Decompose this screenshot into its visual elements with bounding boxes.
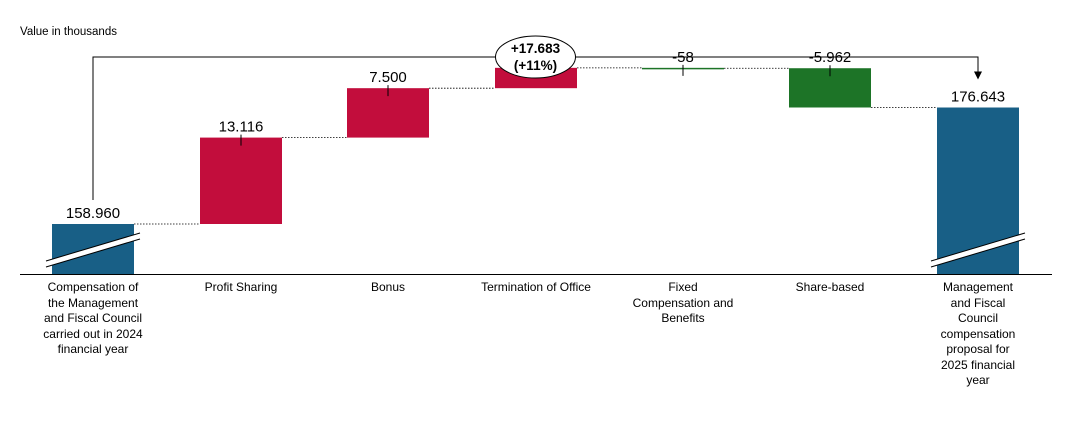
axis-break-gap [931,233,1025,267]
value-label: 13.116 [219,119,264,136]
bar-7 [937,107,1019,274]
category-label: Profit Sharing [204,280,278,294]
category-label: Management and Fiscal Council compensati… [940,280,1016,387]
category-label: Share-based [795,280,865,294]
category-label: Compensation of the Management and Fisca… [43,280,143,356]
delta-value: +17.683 [511,41,561,56]
delta-bubble [495,35,576,79]
axis-break-line [45,232,141,262]
category-label: Fixed Compensation and Benefits [632,280,734,325]
bar-3 [347,88,429,138]
category-label: Bonus [370,280,406,294]
axis-break-gap [46,233,140,267]
value-label: 176.643 [951,89,1005,106]
axis-break-line [930,232,1026,262]
bar-2 [200,137,282,224]
value-label: 7.500 [369,69,407,86]
delta-percent: (+11%) [514,58,557,73]
axis-break-line [45,238,141,268]
value-label: -5.962 [809,49,852,66]
axis-break-line [930,238,1026,268]
delta-arrow-icon [974,71,982,80]
unit-note: Value in thousands [20,26,117,38]
value-label: 158.960 [66,205,120,222]
category-label: Termination of Office [481,280,591,294]
